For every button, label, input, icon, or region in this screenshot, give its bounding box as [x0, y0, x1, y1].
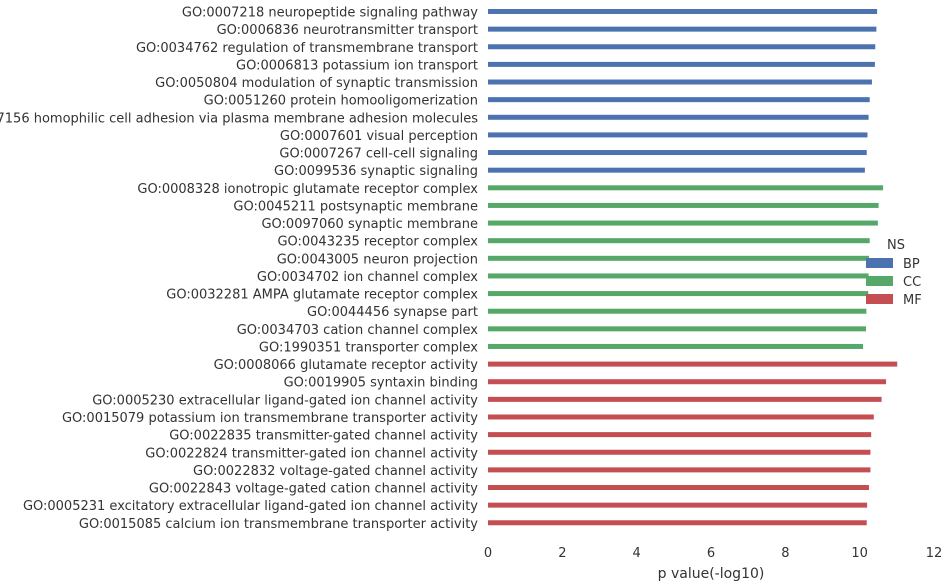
- category-label: GO:0097060 synaptic membrane: [261, 217, 478, 232]
- category-label: GO:0032281 AMPA glutamate receptor compl…: [166, 288, 478, 303]
- bar-mf: [488, 502, 868, 508]
- category-label: GO:0022824 transmitter-gated ion channel…: [145, 446, 478, 461]
- x-axis-ticks: 0 2 4 6 8 10 12: [484, 546, 942, 561]
- bar-mf: [488, 485, 869, 491]
- bar-bp: [488, 44, 876, 50]
- legend: NS BP CC MF: [866, 238, 922, 308]
- legend-label-bp: BP: [903, 257, 920, 272]
- category-label: GO:0008328 ionotropic glutamate receptor…: [137, 182, 478, 197]
- bar-mf: [488, 396, 882, 402]
- category-label: GO:0015079 potassium ion transmembrane t…: [62, 411, 478, 426]
- bar-cc: [488, 202, 879, 208]
- bar-cc: [488, 255, 869, 261]
- category-label: GO:0007267 cell-cell signaling: [279, 147, 478, 162]
- legend-label-mf: MF: [903, 293, 922, 308]
- category-label: GO:0022843 voltage-gated cation channel …: [149, 482, 478, 497]
- bar-bp: [488, 79, 872, 85]
- category-label: GO:0034703 cation channel complex: [237, 323, 479, 338]
- bar-bp: [488, 97, 870, 103]
- bar-cc: [488, 273, 869, 279]
- bar-cc: [488, 220, 878, 226]
- category-label: GO:0005230 extracellular ligand-gated io…: [92, 393, 478, 408]
- category-label: GO:0034702 ion channel complex: [257, 270, 478, 285]
- x-tick-label: 4: [633, 546, 641, 561]
- category-label: GO:0051260 protein homooligomerization: [204, 94, 478, 109]
- category-label: GO:0022835 transmitter-gated channel act…: [169, 429, 478, 444]
- category-label: GO:1990351 transporter complex: [259, 340, 478, 355]
- category-label: GO:0007156 homophilic cell adhesion via …: [0, 111, 478, 126]
- bar-cc: [488, 238, 870, 244]
- bar-cc: [488, 185, 884, 191]
- category-label: GO:0099536 synaptic signaling: [274, 164, 478, 179]
- category-label: GO:0045211 postsynaptic membrane: [233, 199, 478, 214]
- bar-cc: [488, 308, 867, 314]
- category-label: GO:0043005 neuron projection: [277, 252, 478, 267]
- x-tick-label: 8: [781, 546, 789, 561]
- category-label: GO:0034762 regulation of transmembrane t…: [136, 41, 478, 56]
- bars-group: [488, 9, 898, 526]
- x-tick-label: 12: [926, 546, 943, 561]
- bar-mf: [488, 432, 872, 438]
- bar-bp: [488, 61, 875, 67]
- legend-swatch-cc: [866, 276, 893, 286]
- x-tick-label: 10: [851, 546, 868, 561]
- bar-bp: [488, 132, 868, 138]
- category-label: GO:0019905 syntaxin binding: [284, 376, 478, 391]
- category-label: GO:0043235 receptor complex: [277, 235, 478, 250]
- legend-swatch-bp: [866, 258, 893, 268]
- x-tick-label: 0: [484, 546, 492, 561]
- x-axis-label: p value(-log10): [658, 566, 765, 582]
- bar-mf: [488, 414, 874, 420]
- bar-bp: [488, 150, 867, 156]
- bar-cc: [488, 291, 869, 297]
- bar-bp: [488, 114, 869, 120]
- category-label: GO:0007601 visual perception: [280, 129, 478, 144]
- category-label: GO:0008066 glutamate receptor activity: [214, 358, 479, 373]
- bar-mf: [488, 520, 867, 526]
- category-label: GO:0006813 potassium ion transport: [236, 58, 478, 73]
- category-label: GO:0006836 neurotransmitter transport: [217, 23, 478, 38]
- category-label: GO:0044456 synapse part: [307, 305, 478, 320]
- category-labels: GO:0007218 neuropeptide signaling pathwa…: [0, 6, 478, 532]
- category-label: GO:0005231 excitatory extracellular liga…: [23, 499, 478, 514]
- bar-mf: [488, 449, 871, 455]
- x-tick-label: 6: [707, 546, 715, 561]
- legend-title: NS: [887, 238, 905, 253]
- bar-mf: [488, 361, 898, 367]
- legend-swatch-mf: [866, 294, 893, 304]
- bar-cc: [488, 326, 866, 332]
- category-label: GO:0015085 calcium ion transmembrane tra…: [79, 517, 478, 532]
- x-tick-label: 2: [558, 546, 566, 561]
- bar-bp: [488, 26, 877, 32]
- category-label: GO:0022832 voltage-gated channel activit…: [193, 464, 478, 479]
- bar-mf: [488, 379, 887, 385]
- legend-label-cc: CC: [903, 275, 921, 290]
- category-label: GO:0007218 neuropeptide signaling pathwa…: [182, 6, 478, 21]
- bar-cc: [488, 343, 864, 349]
- category-label: GO:0050804 modulation of synaptic transm…: [155, 76, 478, 91]
- bar-bp: [488, 167, 865, 173]
- bar-bp: [488, 9, 878, 14]
- bar-mf: [488, 467, 871, 473]
